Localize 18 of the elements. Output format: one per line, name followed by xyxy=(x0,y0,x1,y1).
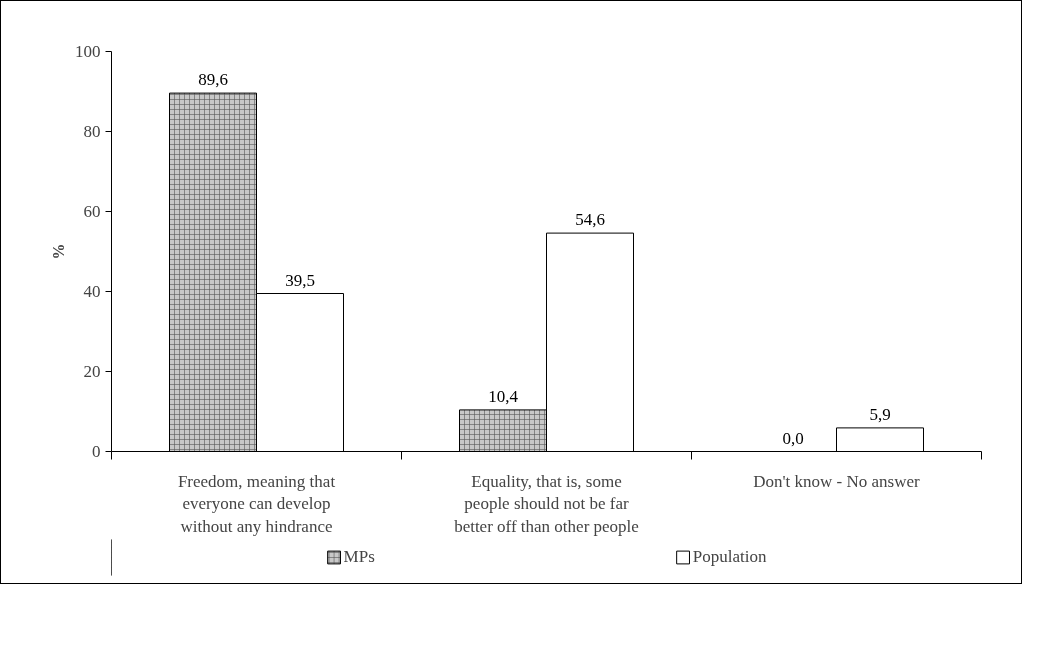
y-tick-label: 40 xyxy=(83,282,101,301)
x-tick-label: Freedom, meaning that everyone can develop without any hindrance xyxy=(177,471,336,537)
y-tick-label: 60 xyxy=(83,202,101,221)
data-label: 89,6 xyxy=(198,70,228,90)
y-tick-label: 80 xyxy=(83,122,101,141)
y-tick-label: 100 xyxy=(75,42,101,61)
x-tick-label: Don't know - No answer xyxy=(753,471,921,491)
legend-label: MPs xyxy=(343,547,375,567)
data-label: 10,4 xyxy=(488,386,519,406)
y-axis-title: % xyxy=(50,243,67,260)
x-tick-label: Equality, that is, some people should not be far better off than other people xyxy=(454,471,639,537)
data-label: 39,5 xyxy=(285,270,315,290)
data-label: 0,0 xyxy=(782,428,804,448)
legend-label: Population xyxy=(692,547,767,567)
y-tick-label: 0 xyxy=(92,442,101,461)
data-label: 5,9 xyxy=(869,404,891,424)
y-tick-label: 20 xyxy=(83,362,101,381)
data-label: 54,6 xyxy=(575,210,605,230)
